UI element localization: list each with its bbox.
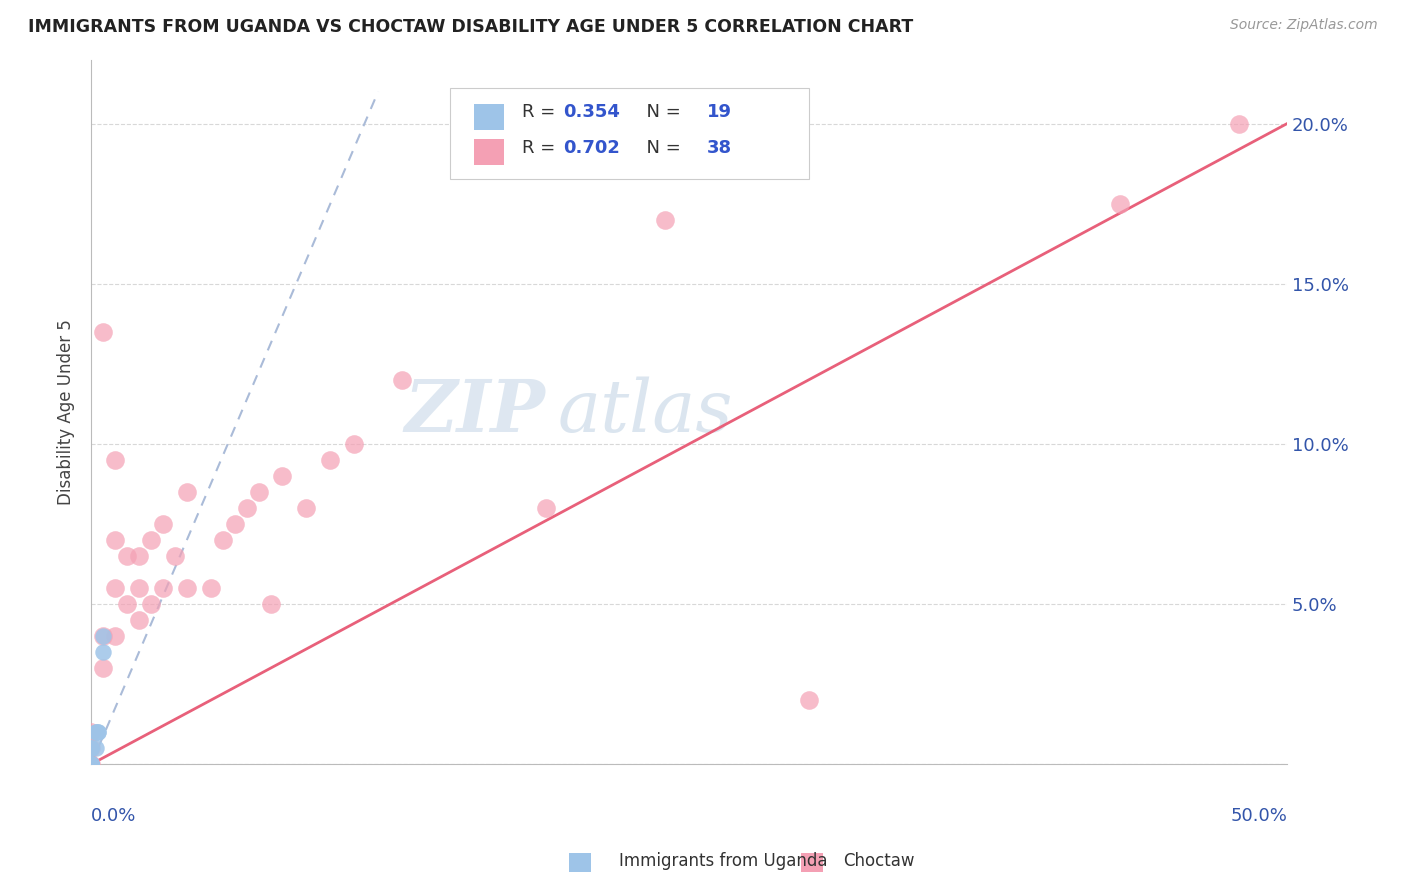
Text: ZIP: ZIP [405,376,546,448]
Text: 19: 19 [707,103,733,121]
Point [391,373,413,387]
Point [80,725,103,739]
Point [80,757,103,772]
FancyBboxPatch shape [450,87,808,179]
Point [247,485,270,500]
Point [139,533,162,547]
Point [87,725,110,739]
Point [654,212,676,227]
Point [80,757,103,772]
Text: Choctaw: Choctaw [844,852,915,870]
Point [128,613,150,627]
Point [104,581,127,595]
Text: IMMIGRANTS FROM UGANDA VS CHOCTAW DISABILITY AGE UNDER 5 CORRELATION CHART: IMMIGRANTS FROM UGANDA VS CHOCTAW DISABI… [28,18,914,36]
Point [80,757,103,772]
Point [271,469,294,483]
Point [1108,196,1130,211]
Point [343,437,366,451]
Point [80,757,103,772]
Point [211,533,233,547]
Point [163,549,186,563]
Point [91,629,114,643]
Text: Source: ZipAtlas.com: Source: ZipAtlas.com [1230,18,1378,32]
Point [235,501,257,516]
Point [104,629,127,643]
Point [200,581,222,595]
Text: 0.354: 0.354 [564,103,620,121]
Point [797,693,820,707]
Text: N =: N = [636,138,686,157]
Point [259,597,281,611]
Point [319,453,342,467]
Point [295,501,318,516]
Text: Immigrants from Uganda: Immigrants from Uganda [619,852,827,870]
Point [224,516,246,531]
Point [176,485,198,500]
Point [80,741,103,756]
Text: R =: R = [522,138,561,157]
Text: 50.0%: 50.0% [1230,806,1286,824]
Point [80,741,103,756]
Point [1227,117,1250,131]
Point [152,516,174,531]
Point [80,741,103,756]
Point [104,533,127,547]
Point [84,725,107,739]
Text: 0.702: 0.702 [564,138,620,157]
Point [91,645,114,659]
Point [91,325,114,339]
Point [91,629,114,643]
Point [104,453,127,467]
Text: N =: N = [636,103,686,121]
Text: 38: 38 [707,138,733,157]
Text: 0.0%: 0.0% [91,806,136,824]
Point [84,725,107,739]
Point [139,597,162,611]
Point [128,581,150,595]
Point [84,741,107,756]
Y-axis label: Disability Age Under 5: Disability Age Under 5 [58,319,75,505]
Point [128,549,150,563]
Point [80,757,103,772]
FancyBboxPatch shape [474,103,503,130]
Point [534,501,557,516]
Point [80,757,103,772]
Point [91,661,114,675]
Point [115,597,138,611]
Point [80,757,103,772]
Point [152,581,174,595]
Text: atlas: atlas [558,376,733,447]
Point [80,741,103,756]
Point [115,549,138,563]
FancyBboxPatch shape [474,139,503,165]
Text: R =: R = [522,103,561,121]
Point [80,757,103,772]
Point [176,581,198,595]
Point [80,757,103,772]
Point [87,725,110,739]
Point [80,757,103,772]
